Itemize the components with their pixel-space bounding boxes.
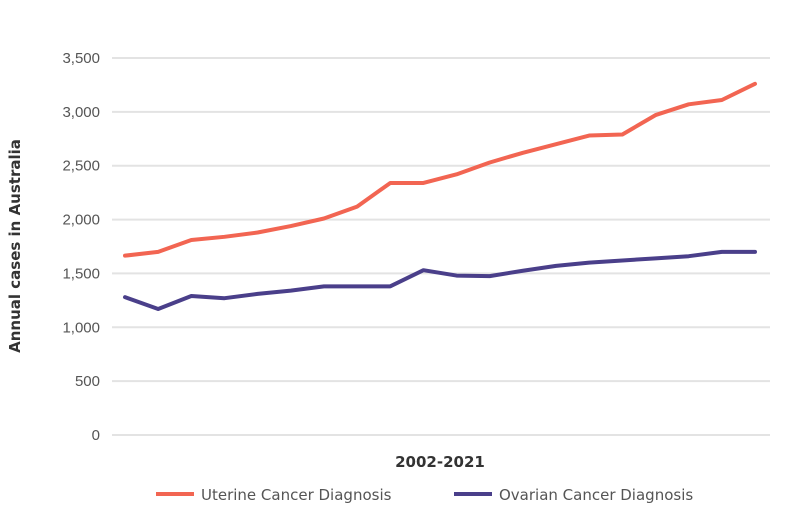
y-tick-label: 2,500	[62, 158, 100, 175]
x-axis-label: 2002-2021	[395, 453, 485, 471]
legend-label-ovarian: Ovarian Cancer Diagnosis	[499, 486, 693, 504]
y-axis-label: Annual cases in Australia	[6, 139, 24, 353]
y-tick-label: 500	[75, 373, 100, 390]
y-tick-label: 1,500	[62, 265, 100, 282]
y-tick-label: 3,000	[62, 104, 100, 121]
y-tick-label: 0	[92, 427, 100, 444]
y-tick-label: 3,500	[62, 50, 100, 67]
series-line-ovarian	[123, 249, 757, 311]
legend: Uterine Cancer Diagnosis Ovarian Cancer …	[156, 486, 693, 504]
y-tick-label: 1,000	[62, 319, 100, 336]
series-line-uterine	[123, 81, 757, 258]
legend-label-uterine: Uterine Cancer Diagnosis	[201, 486, 392, 504]
y-tick-label: 2,000	[62, 212, 100, 229]
